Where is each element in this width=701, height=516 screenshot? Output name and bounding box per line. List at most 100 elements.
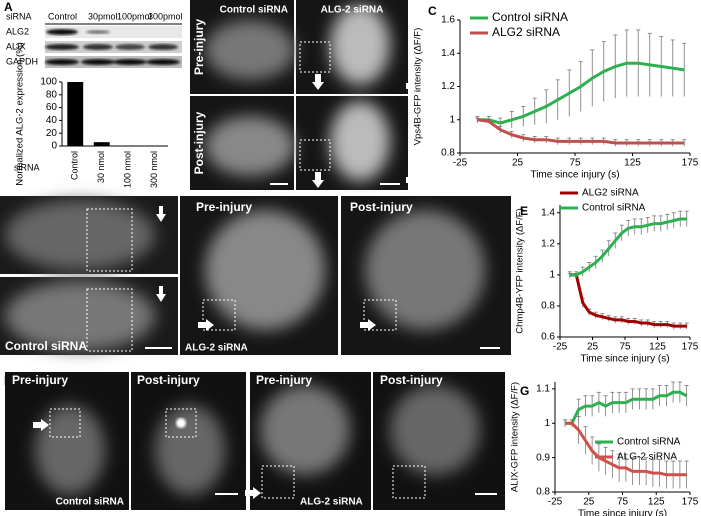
x-tick-label: 25: [512, 158, 524, 169]
caption: ALG-2 siRNA: [300, 497, 363, 508]
column-label: Pre-injury: [256, 373, 312, 387]
protein-label: GAPDH: [6, 56, 38, 66]
y-tick-label: 0.8: [536, 487, 550, 498]
line-series: [569, 217, 687, 277]
y-tick-label: 1.2: [441, 81, 455, 92]
y-tick-label: 1: [449, 114, 455, 125]
blot-band: [46, 29, 78, 35]
arrow: [312, 172, 324, 188]
y-tick-label: 100: [40, 77, 57, 88]
x-tick-label: 125: [624, 158, 641, 169]
lane-label: 30pmol: [88, 11, 118, 21]
y-tick-label: 1.1: [536, 384, 550, 395]
y-tick-label: 1.6: [441, 15, 455, 26]
x-tick-label: 75: [617, 497, 629, 508]
arrow: [406, 80, 422, 92]
arrow: [312, 74, 324, 90]
y-tick-label: 60: [46, 102, 58, 113]
row-label: Pre-injury: [192, 19, 206, 75]
line-series: [569, 273, 687, 328]
roi-box: [86, 208, 133, 272]
cell: [5, 281, 155, 351]
roi-box: [261, 465, 295, 499]
legend-label: ALG2 siRNA: [582, 188, 639, 199]
blot-row-title: siRNA: [6, 11, 32, 21]
blot-band: [81, 59, 115, 65]
x-tick-label: 175: [682, 158, 699, 169]
y-axis-label: Chmp4B-YFP intensity (ΔF/F): [515, 208, 526, 333]
x-tick-label: 25: [587, 342, 599, 353]
bar: [93, 142, 110, 146]
y-tick-label: 80: [46, 89, 58, 100]
y-tick-label: 20: [46, 128, 58, 139]
arrow: [245, 487, 261, 499]
x-tick-label: Control: [70, 151, 80, 180]
x-tick-label: 30 nmol: [96, 151, 106, 183]
x-tick-label: -25: [553, 342, 568, 353]
cell: [330, 5, 390, 85]
y-tick-label: 0.8: [441, 148, 455, 159]
x-tick-label: 25: [583, 497, 595, 508]
spot: [176, 418, 186, 428]
blot-band: [45, 59, 79, 65]
blot-band: [83, 44, 113, 50]
blot-band: [115, 44, 145, 50]
column-label: Pre-injury: [196, 200, 252, 214]
legend-label: Control siRNA: [492, 10, 568, 24]
blot-band: [146, 59, 180, 65]
blot-band: [148, 44, 178, 50]
x-tick-label: 125: [649, 342, 666, 353]
line-series: [565, 390, 688, 425]
x-axis-label: Time since injury (s): [530, 170, 619, 181]
blot-band: [86, 30, 110, 34]
y-tick-label: 1: [549, 270, 555, 281]
roi-box: [417, 63, 437, 83]
x-tick-label: 75: [619, 342, 631, 353]
legend-label: Control siRNA: [582, 203, 646, 214]
arrow: [198, 319, 214, 331]
y-tick-label: 1.4: [441, 48, 455, 59]
line-series: [477, 61, 685, 125]
roi-box: [415, 161, 435, 181]
y-tick-label: 0.8: [541, 301, 555, 312]
x-axis-label: Time since injury (s): [580, 354, 669, 365]
cell: [205, 116, 295, 176]
y-axis-label: Vps4B-GFP intensity (ΔF/F): [413, 28, 424, 146]
caption: Control siRNA: [5, 339, 87, 353]
panel-letter: A: [4, 0, 13, 14]
blot-strip: [45, 26, 182, 38]
x-tick-label: 125: [648, 497, 665, 508]
lane-label: Control: [48, 11, 77, 21]
y-tick-label: 1: [544, 418, 550, 429]
cell: [365, 210, 485, 330]
blot-band: [45, 44, 79, 50]
cell: [35, 405, 105, 495]
roi-box: [363, 299, 397, 331]
column-label: Control siRNA: [220, 5, 288, 16]
panel-letter: E: [520, 204, 528, 218]
y-axis-label: Normalized ALG-2 expression (%): [15, 42, 26, 186]
roi-box: [299, 41, 331, 73]
arrow: [156, 286, 166, 302]
panel-a-blot: A siRNA Control 30pmol 100pmol 300pmol A…: [4, 0, 183, 68]
caption: Control siRNA: [56, 497, 124, 508]
cell: [205, 20, 295, 80]
x-tick-label: 175: [682, 342, 699, 353]
y-tick-label: 1.2: [541, 238, 555, 249]
legend-label: Control siRNA: [617, 437, 681, 448]
x-tick-label: -25: [548, 497, 563, 508]
y-tick-label: 0: [51, 141, 57, 152]
lane-label: 300pmol: [148, 11, 183, 21]
y-tick-label: 0.6: [541, 332, 555, 343]
cell: [205, 210, 325, 330]
protein-label: ALIX: [6, 41, 26, 51]
arrow: [360, 319, 376, 331]
x-tick-label: 175: [682, 497, 699, 508]
y-tick-label: 1.4: [541, 207, 555, 218]
blot-band: [113, 59, 147, 65]
panel-letter: G: [520, 384, 529, 398]
roi-box: [86, 288, 133, 352]
line-series: [565, 421, 687, 477]
roi-box: [299, 139, 331, 171]
